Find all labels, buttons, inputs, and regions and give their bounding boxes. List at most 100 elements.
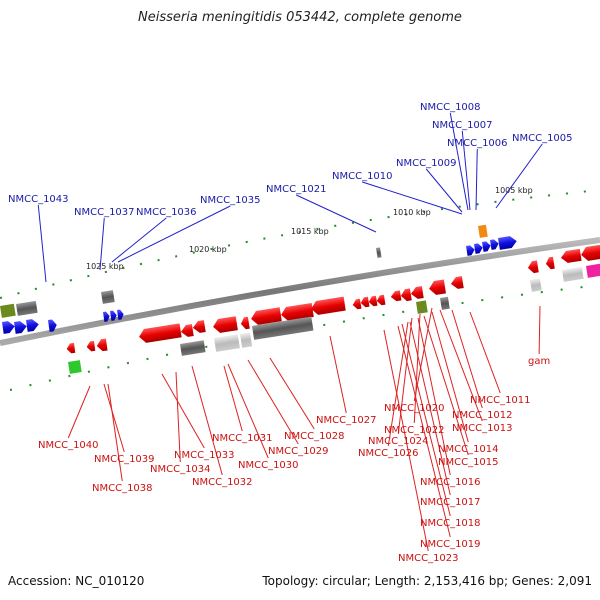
gene-label: NMCC_1021 (266, 184, 327, 195)
gene-arrow (390, 290, 402, 302)
gene-label: NMCC_1011 (470, 395, 531, 406)
gene-arrow (139, 323, 182, 343)
gene-label: NMCC_1026 (358, 448, 419, 459)
gene-arrow (14, 321, 27, 334)
leader-line (362, 181, 463, 215)
gene-label: NMCC_1029 (268, 446, 329, 457)
gene-label: NMCC_1028 (284, 431, 345, 442)
gene-features (0, 224, 600, 374)
gene-arrow (110, 310, 117, 321)
feature-box (416, 300, 428, 314)
gene-arrow (560, 248, 582, 263)
leader-line (107, 383, 123, 482)
gene-label: NMCC_1037 (74, 207, 135, 218)
leader-line (397, 325, 451, 538)
gene-label: NMCC_1031 (212, 433, 273, 444)
gene-arrow (86, 340, 96, 352)
gene-label: NMCC_1018 (420, 518, 481, 529)
leader-line (439, 309, 483, 422)
outer-scale-arc (0, 189, 600, 299)
gene-label: NMCC_1040 (38, 440, 99, 451)
gene-label: NMCC_1017 (420, 497, 481, 508)
gene-arrow (213, 316, 238, 333)
feature-box (214, 334, 240, 352)
leader-line (475, 148, 478, 211)
feature-box (16, 300, 38, 316)
feature-box (0, 303, 16, 318)
leader-line (401, 323, 451, 517)
leader-line (538, 305, 541, 355)
gene-label: NMCC_1014 (438, 444, 499, 455)
leader-line (451, 309, 483, 409)
map-title: Neisseria meningitidis 053442, complete … (138, 10, 462, 25)
leader-line (111, 217, 167, 263)
gene-arrow (400, 288, 412, 302)
gene-labels: NMCC_1008 NMCC_1007 NMCC_1006 NMCC_1005 NMCC… (8, 102, 573, 564)
leader-line (461, 130, 471, 211)
leader-line (329, 335, 347, 414)
scale-label: 1025 kbp (86, 262, 124, 271)
gene-arrow (429, 279, 446, 295)
leader-line (269, 357, 315, 430)
gene-arrow (192, 320, 206, 333)
gene-arrow (466, 245, 475, 256)
feature-box (530, 278, 542, 292)
gene-label: NMCC_1039 (94, 454, 155, 465)
leader-line (417, 317, 451, 476)
scale-label: 1015 kbp (291, 227, 329, 236)
gene-arrow (410, 286, 424, 299)
gene-label: NMCC_1038 (92, 483, 153, 494)
gene-arrow (450, 276, 464, 289)
gene-arrow (66, 342, 76, 354)
leader-line (449, 112, 469, 211)
gene-label: NMCC_1036 (136, 207, 197, 218)
gene-arrow (281, 302, 314, 321)
scale-label: 1020 kbp (189, 245, 227, 254)
gene-arrow (360, 296, 370, 308)
leader-line (191, 365, 223, 476)
leader-line (387, 321, 409, 447)
gene-label: NMCC_1020 (384, 403, 445, 414)
gene-arrow (103, 311, 110, 322)
gene-arrow (498, 236, 517, 250)
gene-arrow (180, 324, 194, 337)
gene-arrow (117, 309, 124, 320)
leader-line (175, 371, 181, 463)
scale-label: 1005 kbp (495, 186, 533, 195)
gene-arrow (482, 241, 491, 252)
gene-label: NMCC_1005 (512, 133, 573, 144)
genome-stats: Topology: circular; Length: 2,153,416 bp… (262, 574, 592, 588)
genome-backbone (0, 237, 600, 346)
gene-arrow (474, 243, 483, 254)
feature-box (100, 290, 115, 304)
feature-box (562, 266, 584, 282)
accession-text: Accession: NC_010120 (8, 574, 145, 588)
gene-label: NMCC_1012 (452, 410, 513, 421)
gene-label: NMCC_1007 (432, 120, 493, 131)
gene-arrow (368, 295, 378, 307)
feature-box (67, 360, 82, 374)
gene-arrow (251, 307, 282, 325)
gene-label: NMCC_1009 (396, 158, 457, 169)
gene-label: NMCC_1032 (192, 477, 253, 488)
leader-line (495, 143, 543, 209)
gene-arrow (311, 296, 346, 315)
gene-arrow (2, 321, 15, 334)
inner-scale-arc (9, 284, 600, 391)
gene-label: NMCC_1035 (200, 195, 261, 206)
leader-line (247, 359, 299, 445)
gene-label: NMCC_1023 (398, 553, 459, 564)
leader-line (425, 168, 463, 213)
gene-label: NMCC_1006 (447, 138, 508, 149)
gene-label: NMCC_1030 (238, 460, 299, 471)
gene-label: NMCC_1034 (150, 464, 211, 475)
gene-arrow (352, 298, 362, 310)
feature-box (240, 332, 253, 348)
leader-line (37, 204, 47, 283)
gene-arrow (545, 256, 555, 270)
gene-arrow (527, 260, 539, 274)
gene-arrow (96, 338, 108, 352)
leader-line (296, 194, 377, 233)
gene-label: NMCC_1015 (438, 457, 499, 468)
